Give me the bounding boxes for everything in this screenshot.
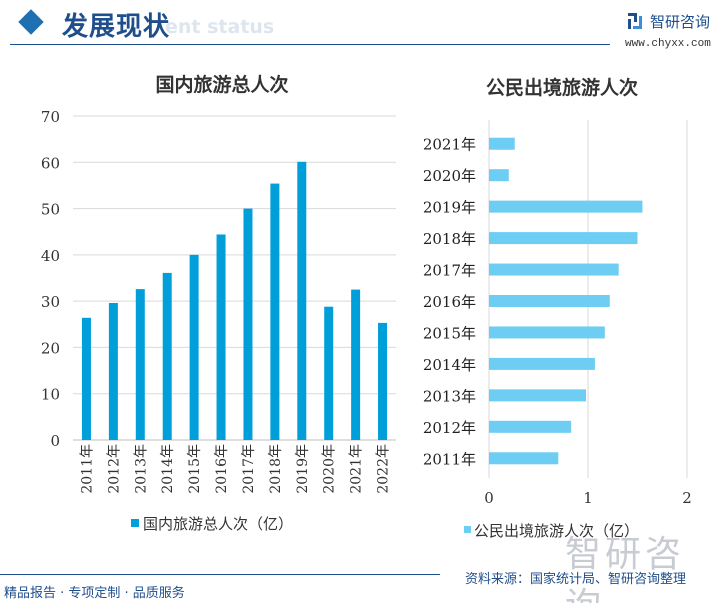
bar xyxy=(489,357,595,370)
bar xyxy=(489,326,605,339)
y-tick-label: 2019年 xyxy=(423,199,476,217)
y-tick-label: 0 xyxy=(50,432,60,450)
x-tick-label: 2016年 xyxy=(214,444,230,494)
bar xyxy=(489,295,610,307)
bar xyxy=(81,317,91,440)
x-tick-label: 2019年 xyxy=(295,444,311,494)
y-tick-label: 2015年 xyxy=(423,324,476,342)
chart-title: 国内旅游总人次 xyxy=(155,73,288,96)
x-tick-label: 2021年 xyxy=(349,444,365,494)
x-tick-label: 2 xyxy=(682,489,692,507)
diamond-icon xyxy=(18,9,44,35)
bar xyxy=(162,272,172,440)
bar xyxy=(216,234,226,440)
data-source: 资料来源：国家统计局、智研咨询整理 xyxy=(465,572,687,587)
bar xyxy=(297,161,307,440)
x-tick-label: 2017年 xyxy=(241,444,257,494)
y-tick-label: 2018年 xyxy=(423,230,476,248)
y-tick-label: 40 xyxy=(41,247,60,265)
brand-name: 智研咨询 xyxy=(650,13,711,31)
x-tick-label: 2018年 xyxy=(268,444,284,494)
y-tick-label: 2020年 xyxy=(423,167,476,185)
bar xyxy=(489,169,509,182)
brand-url: www.chyxx.com xyxy=(625,38,711,50)
y-tick-label: 2013年 xyxy=(423,387,476,405)
y-tick-label: 2017年 xyxy=(423,262,476,280)
header-divider xyxy=(10,44,610,45)
y-tick-label: 30 xyxy=(41,293,60,311)
bar xyxy=(324,306,334,440)
legend-swatch xyxy=(464,526,471,533)
bar xyxy=(489,137,515,150)
bar xyxy=(270,183,280,440)
bar xyxy=(243,208,253,440)
bar xyxy=(489,232,638,245)
bar xyxy=(189,254,199,440)
y-tick-label: 20 xyxy=(41,339,60,357)
x-tick-label: 2020年 xyxy=(322,444,338,494)
bar xyxy=(378,322,388,440)
y-tick-label: 2011年 xyxy=(423,450,476,468)
y-tick-label: 70 xyxy=(41,108,60,126)
legend-label: 国内旅游总人次（亿） xyxy=(143,515,293,533)
x-tick-label: 0 xyxy=(484,489,494,507)
section-subtitle-watermark: ent status xyxy=(165,16,275,38)
bar xyxy=(108,302,118,440)
y-tick-label: 2021年 xyxy=(423,136,476,154)
domestic-tourism-chart: 国内旅游总人次 0 10 20 30 40 50 60 70 2011年 2012年 2013年 20… xyxy=(41,73,396,533)
chart-title: 公民出境旅游人次 xyxy=(486,76,638,99)
y-tick-label: 60 xyxy=(41,154,60,172)
x-tick-label: 2013年 xyxy=(133,444,149,494)
section-title: 发展现状 xyxy=(62,12,171,42)
bar xyxy=(489,389,587,402)
footer-divider xyxy=(0,574,440,575)
legend-swatch xyxy=(131,519,139,527)
y-tick-label: 2016年 xyxy=(423,293,476,311)
legend-label: 公民出境旅游人次（亿） xyxy=(474,522,639,540)
y-tick-label: 50 xyxy=(41,201,60,219)
bar xyxy=(489,452,559,465)
bar xyxy=(351,289,361,440)
x-tick-label: 2011年 xyxy=(79,444,95,494)
bar xyxy=(135,289,145,440)
y-tick-label: 10 xyxy=(41,386,60,404)
x-tick-label: 1 xyxy=(583,489,593,507)
y-tick-label: 2012年 xyxy=(423,419,476,437)
bar xyxy=(489,420,572,433)
x-tick-label: 2015年 xyxy=(187,444,203,494)
outbound-tourism-chart: 公民出境旅游人次 2011年 2012年 2013年 2014年 2015年 2016年 2… xyxy=(423,76,692,540)
footer-slogan: 精品报告 · 专项定制 · 品质服务 xyxy=(4,586,185,601)
y-tick-label: 2014年 xyxy=(423,356,476,374)
x-tick-label: 2012年 xyxy=(106,444,122,494)
x-tick-label: 2022年 xyxy=(376,444,392,494)
bar xyxy=(489,263,619,276)
bar xyxy=(489,200,643,213)
brand-logo-icon xyxy=(628,13,642,29)
x-tick-label: 2014年 xyxy=(160,444,176,494)
watermark-text: 智研咨询 xyxy=(565,534,686,603)
